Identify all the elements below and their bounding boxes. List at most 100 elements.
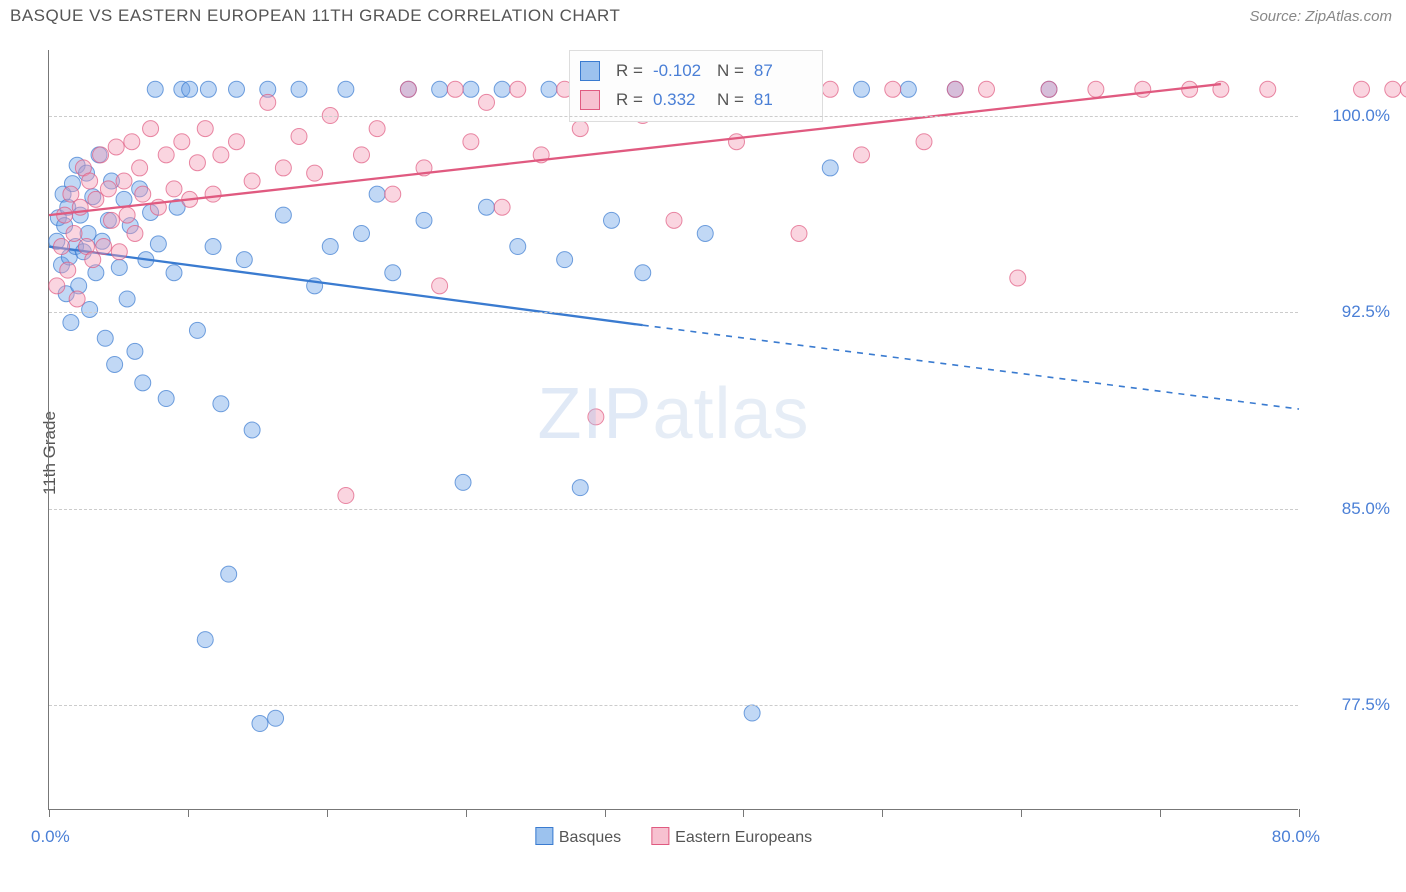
scatter-point (947, 81, 963, 97)
source-attribution: Source: ZipAtlas.com (1249, 8, 1392, 25)
scatter-point (729, 134, 745, 150)
scatter-point (854, 147, 870, 163)
scatter-point (111, 260, 127, 276)
scatter-point (854, 81, 870, 97)
scatter-point (244, 173, 260, 189)
x-tick (743, 809, 744, 817)
scatter-point (116, 173, 132, 189)
scatter-point (494, 81, 510, 97)
scatter-point (463, 81, 479, 97)
scatter-point (275, 207, 291, 223)
scatter-point (205, 239, 221, 255)
scatter-point (96, 239, 112, 255)
scatter-point (205, 186, 221, 202)
scatter-point (791, 225, 807, 241)
scatter-point (900, 81, 916, 97)
scatter-point (369, 121, 385, 137)
scatter-point (744, 705, 760, 721)
x-axis-min-label: 0.0% (31, 827, 70, 847)
scatter-point (200, 81, 216, 97)
stats-row: R =0.332N =81 (580, 86, 808, 115)
n-value: 87 (754, 57, 808, 86)
scatter-point (127, 225, 143, 241)
scatter-point (100, 181, 116, 197)
scatter-point (416, 212, 432, 228)
scatter-point (291, 81, 307, 97)
scatter-point (97, 330, 113, 346)
scatter-point (124, 134, 140, 150)
scatter-point (49, 278, 65, 294)
scatter-point (135, 186, 151, 202)
plot-svg (49, 50, 1298, 809)
scatter-point (260, 94, 276, 110)
scatter-point (479, 94, 495, 110)
scatter-point (119, 291, 135, 307)
scatter-point (127, 343, 143, 359)
trend-line (49, 247, 643, 326)
x-tick (605, 809, 606, 817)
scatter-point (244, 422, 260, 438)
scatter-point (822, 160, 838, 176)
scatter-point (147, 81, 163, 97)
x-tick (49, 809, 50, 817)
scatter-point (572, 121, 588, 137)
correlation-stats-box: R =-0.102N =87R =0.332N =81 (569, 50, 823, 122)
scatter-point (268, 710, 284, 726)
scatter-point (132, 160, 148, 176)
r-value: -0.102 (653, 57, 707, 86)
scatter-point (510, 239, 526, 255)
chart-container: 11th Grade ZIPatlas R =-0.102N =87R =0.3… (0, 38, 1406, 868)
n-value: 81 (754, 86, 808, 115)
scatter-point (400, 81, 416, 97)
scatter-point (1041, 81, 1057, 97)
scatter-point (60, 262, 76, 278)
scatter-point (69, 291, 85, 307)
scatter-point (1385, 81, 1401, 97)
scatter-point (354, 225, 370, 241)
gridline-h (49, 312, 1298, 313)
scatter-point (885, 81, 901, 97)
scatter-point (108, 139, 124, 155)
scatter-point (189, 155, 205, 171)
legend-item: Basques (535, 827, 621, 847)
scatter-point (494, 199, 510, 215)
scatter-point (85, 252, 101, 268)
y-tick-label: 85.0% (1310, 499, 1390, 519)
plot-area: ZIPatlas R =-0.102N =87R =0.332N =81 0.0… (48, 50, 1298, 810)
trend-line-extrapolated (643, 325, 1299, 409)
series-swatch (580, 61, 600, 81)
scatter-point (291, 128, 307, 144)
scatter-point (455, 474, 471, 490)
stats-row: R =-0.102N =87 (580, 57, 808, 86)
scatter-point (635, 265, 651, 281)
scatter-point (1400, 81, 1406, 97)
scatter-point (338, 81, 354, 97)
scatter-point (197, 632, 213, 648)
legend-swatch (535, 827, 553, 845)
legend: Basques Eastern Europeans (535, 827, 812, 847)
scatter-point (510, 81, 526, 97)
legend-swatch (651, 827, 669, 845)
scatter-point (572, 480, 588, 496)
scatter-point (82, 173, 98, 189)
legend-label: Eastern Europeans (675, 829, 812, 846)
scatter-point (54, 239, 70, 255)
x-tick (1299, 809, 1300, 817)
x-tick (327, 809, 328, 817)
scatter-point (229, 134, 245, 150)
scatter-point (275, 160, 291, 176)
n-label: N = (717, 57, 744, 86)
x-tick (882, 809, 883, 817)
x-tick (1160, 809, 1161, 817)
scatter-point (557, 252, 573, 268)
x-axis-max-label: 80.0% (1272, 827, 1320, 847)
scatter-point (1088, 81, 1104, 97)
y-tick-label: 92.5% (1310, 302, 1390, 322)
scatter-point (307, 165, 323, 181)
scatter-point (174, 134, 190, 150)
scatter-point (107, 356, 123, 372)
x-tick (188, 809, 189, 817)
scatter-point (189, 322, 205, 338)
scatter-point (1354, 81, 1370, 97)
scatter-point (1010, 270, 1026, 286)
